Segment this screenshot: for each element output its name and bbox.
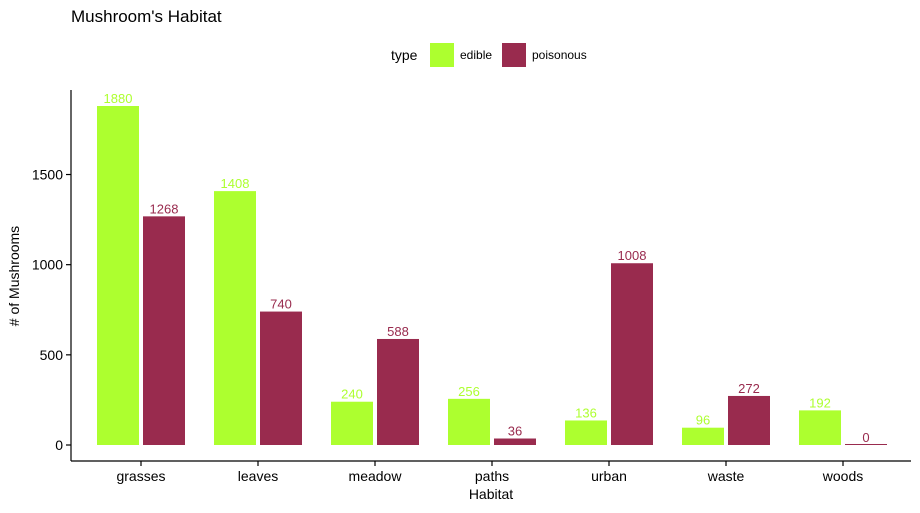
bar-poisonous-woods [845,444,887,445]
bar-poisonous-waste [728,395,770,445]
bar-edible-urban [565,420,607,445]
x-tick-label: waste [707,468,745,484]
x-tick-label: woods [822,468,863,484]
data-label-edible-woods: 192 [809,395,831,410]
data-label-edible-leaves: 1408 [221,176,250,191]
bar-poisonous-meadow [377,338,419,445]
data-label-edible-meadow: 240 [341,387,363,402]
data-label-edible-paths: 256 [458,384,480,399]
legend-label-poisonous: poisonous [532,48,587,62]
legend-swatch-poisonous [502,43,526,67]
data-label-poisonous-urban: 1008 [618,248,647,263]
data-label-poisonous-paths: 36 [508,424,522,439]
bar-edible-paths [448,398,490,445]
x-tick-label: meadow [349,468,403,484]
data-label-edible-waste: 96 [696,413,710,428]
x-tick-label: paths [475,468,509,484]
y-tick-label: 1500 [32,167,63,183]
chart-title: Mushroom's Habitat [71,7,222,26]
bar-edible-grasses [97,106,139,445]
legend-label-edible: edible [460,48,492,62]
y-axis-title: # of Mushrooms [6,226,22,326]
data-label-edible-urban: 136 [575,405,597,420]
bar-edible-waste [682,427,724,445]
x-tick-label: grasses [116,468,165,484]
y-tick-label: 1000 [32,257,63,273]
bar-poisonous-paths [494,438,536,445]
legend-swatch-edible [430,43,454,67]
legend-title: type [391,47,418,63]
bar-edible-woods [799,410,841,445]
data-label-poisonous-waste: 272 [738,381,760,396]
bar-poisonous-leaves [260,311,302,445]
data-label-poisonous-meadow: 588 [387,324,409,339]
bar-edible-leaves [214,191,256,445]
data-label-poisonous-grasses: 1268 [150,201,179,216]
x-tick-label: leaves [238,468,278,484]
x-axis-title: Habitat [469,486,513,502]
bar-poisonous-grasses [143,216,185,445]
x-tick-label: urban [591,468,627,484]
data-label-edible-grasses: 1880 [104,91,133,106]
data-label-poisonous-woods: 0 [862,430,869,445]
plot-area: 1880 1268 1408 740 240 588 256 36 136 1008 96 272 19… [97,91,887,445]
legend: type edible poisonous [391,43,587,67]
bar-edible-meadow [331,401,373,445]
bar-poisonous-urban [611,263,653,445]
data-label-poisonous-leaves: 740 [270,297,292,312]
y-tick-label: 500 [40,347,64,363]
y-tick-label: 0 [55,437,63,453]
